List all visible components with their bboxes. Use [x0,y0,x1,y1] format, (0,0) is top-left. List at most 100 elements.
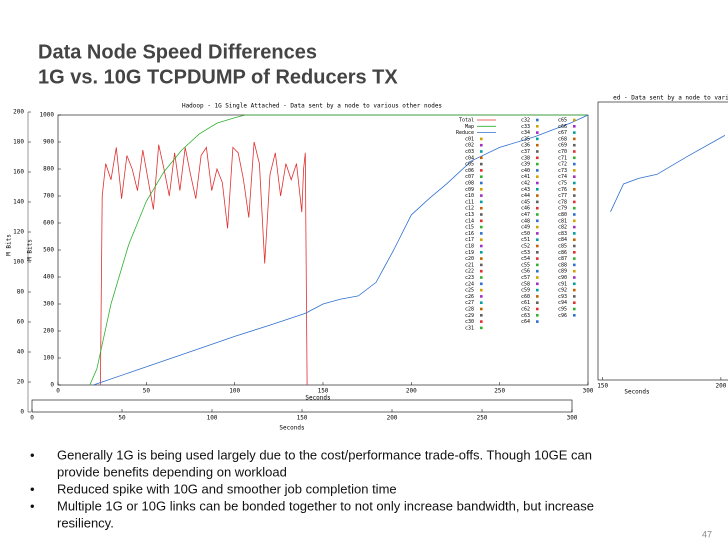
legend-swatch [536,282,539,286]
legend-swatch [573,238,576,241]
legend-swatch [536,131,539,134]
legend-label: c60 [521,294,530,300]
legend-swatch [573,213,576,216]
x-tick-label: 50 [118,415,126,422]
x-tick-label: 300 [567,415,578,422]
y-tick-label: 0 [20,409,24,416]
legend-label: c63 [521,313,530,319]
legend-label: c17 [465,237,474,243]
legend-label: c90 [558,275,567,281]
legend-label: c41 [521,174,530,180]
legend-swatch [573,156,576,160]
series-line [89,114,588,385]
y-tick-label: 100 [13,259,24,266]
legend-swatch [573,307,576,311]
y-tick-label: 160 [13,169,24,176]
legend-label: c45 [521,199,530,205]
legend-label: c20 [465,256,474,262]
legend-label: c56 [521,269,530,275]
x-tick-label: 150 [318,388,329,395]
legend-swatch [536,206,539,210]
legend-label: c71 [558,155,567,161]
legend-swatch [480,314,483,317]
legend-swatch [480,181,483,185]
legend-label: c86 [558,250,567,256]
legend-label: Reduce [456,130,474,136]
series-line [93,114,588,385]
legend-label: c53 [521,250,530,256]
x-tick-label: 200 [406,388,417,395]
series-line [100,141,308,385]
legend-swatch [536,194,539,197]
y-tick-label: 200 [13,109,24,116]
legend-swatch [480,301,483,304]
legend-label: c91 [558,281,567,287]
legend-swatch [480,295,483,298]
legend-label: c03 [465,149,474,155]
x-tick-label: 50 [143,388,151,395]
legend-label: c04 [465,155,474,161]
x-tick-label: 250 [477,415,488,422]
legend-label: c38 [521,155,530,161]
legend-label: c54 [521,256,530,262]
legend-swatch [480,282,483,286]
legend-label: c89 [558,269,567,275]
legend-swatch [480,232,483,235]
legend-swatch [573,125,576,128]
legend-swatch [536,307,539,311]
legend-label: c72 [558,162,567,168]
legend-label: c39 [521,162,530,168]
x-tick-label: 100 [229,388,240,395]
legend-swatch [480,169,483,172]
legend-label: Total [459,118,474,124]
legend-swatch [536,169,539,172]
legend-swatch [573,288,576,292]
legend-label: c55 [521,262,530,268]
legend-label: c62 [521,307,530,313]
y-tick-label: 1000 [40,112,55,119]
legend-swatch [573,143,576,147]
chart-title: Hadoop - 1G Single Attached - Data sent … [182,103,442,110]
legend-label: c23 [465,275,474,281]
legend-label: c52 [521,244,530,250]
legend-label: c82 [558,225,567,231]
legend-label: c68 [558,136,567,142]
x-tick-label: 150 [597,383,608,390]
legend-label: c28 [465,307,474,313]
x-axis-label: Seconds [305,395,331,402]
legend-swatch [480,213,483,216]
legend-swatch [536,295,539,298]
bullet-text: Reduced spike with 10G and smoother job … [57,481,397,496]
bullet-dot: • [30,498,35,513]
legend-swatch [536,188,539,191]
legend-label: c07 [465,174,474,180]
legend-swatch [480,288,483,292]
y-tick-label: 80 [17,289,25,296]
legend-label: c95 [558,307,567,313]
legend-swatch [573,131,576,134]
legend-swatch [573,206,576,210]
legend-swatch [536,257,539,260]
y-tick-label: 400 [43,274,54,281]
legend-swatch [536,118,539,122]
legend-label: c66 [558,124,567,130]
legend-swatch [480,263,483,267]
legend-label: c74 [558,174,567,180]
legend-swatch [480,188,483,191]
legend-label: c58 [521,281,530,287]
y-tick-label: 300 [43,301,54,308]
legend-label: c69 [558,143,567,149]
legend-swatch [573,219,576,223]
legend-swatch [573,162,576,166]
legend-label: c01 [465,136,474,142]
legend-label: c67 [558,130,567,136]
legend-label: c75 [558,181,567,187]
legend-swatch [480,244,483,248]
legend-swatch [480,238,483,241]
legend-label: c65 [558,118,567,124]
legend-swatch [536,288,539,292]
x-tick-label: 250 [494,388,505,395]
legend-label: c47 [521,212,530,218]
legend-label: c49 [521,225,530,231]
